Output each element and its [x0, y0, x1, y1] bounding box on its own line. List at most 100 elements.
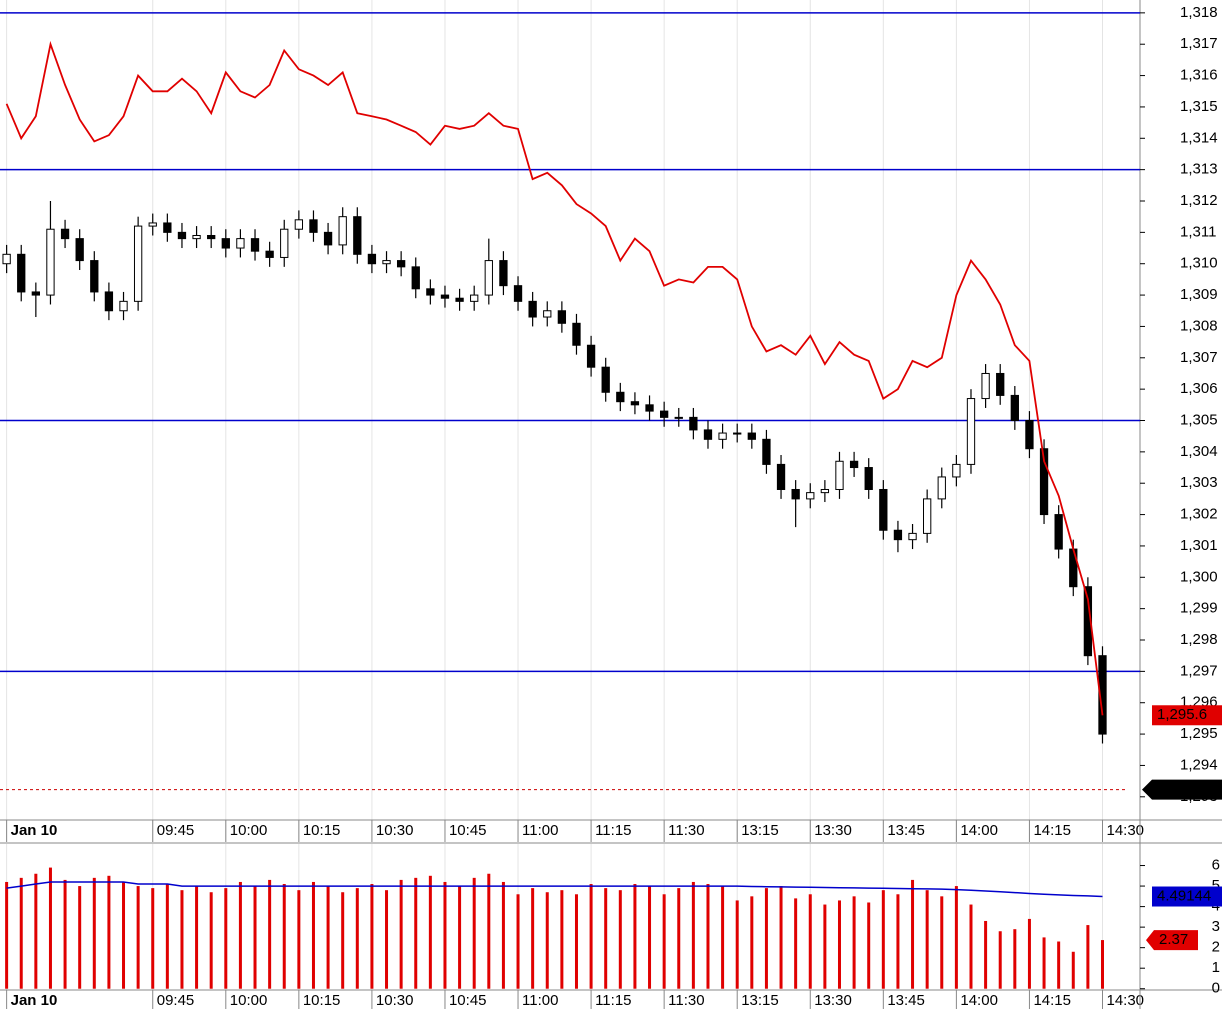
volume-bar	[852, 896, 856, 989]
volume-ma-label: 4.49144	[1157, 887, 1211, 904]
candle-body	[806, 492, 815, 500]
candle-body	[718, 432, 727, 440]
volume-y-tick-label: 6	[1212, 857, 1220, 874]
x-tick-label: 09:45	[157, 822, 195, 839]
x-tick-label: 11:15	[595, 822, 631, 839]
volume-y-tick-label: 3	[1212, 918, 1220, 935]
volume-y-tick-label: 5	[1212, 877, 1220, 894]
candle-body	[499, 260, 508, 287]
volume-bar	[1042, 937, 1046, 989]
volume-bar	[151, 888, 155, 989]
x-tick-label: 11:00	[522, 822, 558, 839]
y-tick-label: 1,302	[1180, 506, 1218, 523]
candle-body	[265, 250, 274, 258]
candle-body	[104, 291, 114, 312]
volume-ma-line	[6, 881, 1103, 898]
candle-body	[250, 238, 260, 252]
volume-bar	[297, 890, 301, 989]
x-tick-label: 11:15	[595, 992, 631, 1009]
candle-body	[2, 253, 11, 265]
volume-bar	[648, 886, 652, 989]
y-tick-label: 1,304	[1180, 443, 1218, 460]
candle-body	[396, 260, 406, 268]
candle-body	[207, 234, 216, 240]
candle-body	[747, 432, 756, 440]
volume-bar	[1027, 918, 1031, 989]
x-tick-label: 14:30	[1106, 822, 1144, 839]
volume-bar	[808, 894, 812, 989]
marker-label-box	[1142, 779, 1222, 800]
x-tick-label: 14:00	[960, 992, 998, 1009]
candle-body	[46, 228, 55, 296]
candle-body	[689, 416, 698, 431]
volume-bar	[487, 873, 491, 989]
candle-body	[31, 291, 41, 296]
candle-body	[353, 216, 362, 255]
volume-bar	[779, 886, 783, 989]
candle-body	[513, 285, 523, 302]
volume-bar	[414, 877, 418, 989]
y-tick-label: 1,308	[1180, 317, 1218, 334]
volume-bar	[122, 881, 126, 989]
candle-body	[470, 294, 479, 302]
volume-bar	[604, 888, 608, 989]
candle-body	[572, 322, 581, 346]
candle-body	[733, 432, 742, 435]
candle-body	[294, 219, 304, 230]
candle-body	[192, 234, 201, 240]
y-tick-label: 1,303	[1180, 474, 1218, 491]
candle-body	[893, 529, 903, 541]
volume-bar	[721, 886, 725, 989]
candle-body	[1010, 394, 1019, 422]
candle-body	[923, 498, 932, 534]
volume-bar	[19, 877, 23, 989]
candle-body	[367, 253, 377, 265]
volume-last-box	[1146, 930, 1198, 951]
candle-body	[1039, 448, 1049, 516]
volume-bar	[165, 884, 169, 989]
volume-bar	[224, 888, 228, 989]
candle-body	[879, 488, 888, 531]
volume-bar	[34, 873, 38, 989]
x-tick-label: 10:45	[449, 822, 487, 839]
candle-body	[426, 288, 435, 296]
volume-bar	[940, 896, 944, 989]
volume-bar	[662, 894, 666, 989]
candle-body	[937, 476, 946, 500]
y-tick-label: 1,294	[1180, 756, 1218, 773]
y-tick-label: 1,309	[1180, 286, 1218, 303]
candle-body	[148, 222, 157, 227]
volume-bar	[633, 884, 637, 989]
candle-body	[645, 404, 654, 412]
x-tick-label: 13:45	[887, 992, 925, 1009]
candle-body	[484, 260, 493, 296]
y-tick-label: 1,295	[1180, 725, 1218, 742]
x-tick-label: Jan 10	[11, 992, 58, 1009]
y-tick-label: 1,318	[1180, 4, 1218, 21]
candle-body	[119, 300, 128, 312]
candle-body	[60, 228, 70, 240]
volume-bar	[253, 886, 257, 989]
volume-bar	[472, 877, 476, 989]
volume-bar	[881, 890, 885, 989]
x-tick-label: 10:30	[376, 992, 414, 1009]
volume-bar	[370, 884, 374, 989]
candle-body	[323, 231, 333, 246]
volume-bar	[107, 875, 111, 989]
volume-bar	[458, 886, 462, 989]
y-tick-label: 1,305	[1180, 411, 1218, 428]
candle-body	[791, 488, 800, 500]
volume-last-label: 2.37	[1159, 931, 1188, 948]
volume-bar	[969, 904, 973, 989]
candle-body	[952, 463, 961, 478]
x-tick-label: 10:45	[449, 992, 487, 1009]
x-tick-label: 11:30	[668, 822, 704, 839]
last-price-label: 1,295.6	[1157, 706, 1207, 723]
volume-bar	[896, 894, 900, 989]
candle-body	[674, 416, 683, 419]
x-tick-label: 13:15	[741, 822, 779, 839]
candle-body	[382, 260, 391, 265]
candle-body	[966, 398, 976, 465]
candle-body	[455, 297, 464, 302]
